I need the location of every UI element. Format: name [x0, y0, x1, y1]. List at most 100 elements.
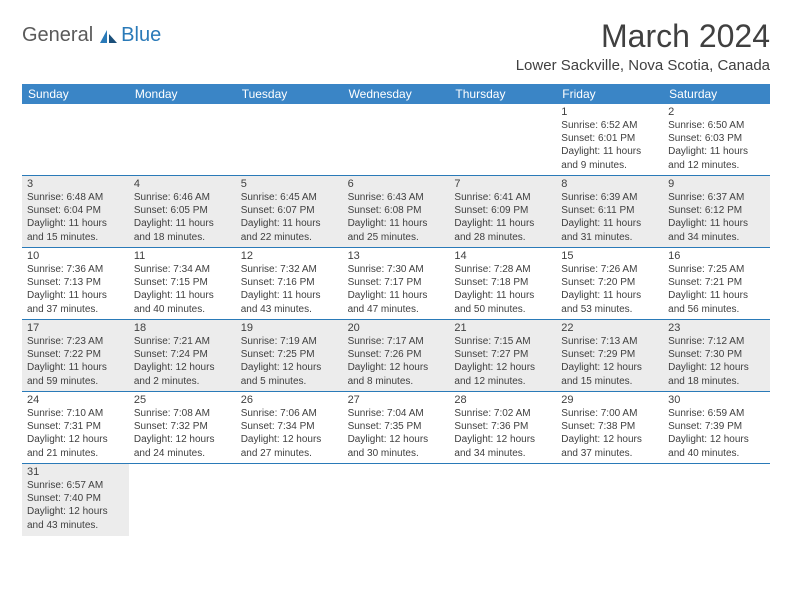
day-info-line: Sunrise: 7:19 AM — [241, 335, 338, 348]
day-info-line: Daylight: 11 hours — [27, 361, 124, 374]
day-info-line: Sunset: 7:40 PM — [27, 492, 124, 505]
logo-text-general: General — [22, 24, 93, 47]
day-info-line: and 50 minutes. — [454, 303, 551, 316]
day-number: 31 — [27, 466, 124, 478]
day-number: 23 — [668, 322, 765, 334]
day-info-line: Sunrise: 7:36 AM — [27, 263, 124, 276]
day-info-line: Sunrise: 7:12 AM — [668, 335, 765, 348]
day-cell: 14Sunrise: 7:28 AMSunset: 7:18 PMDayligh… — [449, 248, 556, 320]
header: General Blue March 2024 Lower Sackville,… — [22, 18, 770, 74]
calendar: SundayMondayTuesdayWednesdayThursdayFrid… — [22, 84, 770, 536]
day-info-line: Sunrise: 7:02 AM — [454, 407, 551, 420]
day-info-line: Sunrise: 7:15 AM — [454, 335, 551, 348]
day-info-line: Sunrise: 7:34 AM — [134, 263, 231, 276]
day-cell: 19Sunrise: 7:19 AMSunset: 7:25 PMDayligh… — [236, 320, 343, 392]
day-info-line: Daylight: 11 hours — [348, 217, 445, 230]
day-info-line: Sunrise: 6:39 AM — [561, 191, 658, 204]
day-info-line: Daylight: 12 hours — [561, 433, 658, 446]
day-info-line: and 53 minutes. — [561, 303, 658, 316]
day-cell: 29Sunrise: 7:00 AMSunset: 7:38 PMDayligh… — [556, 392, 663, 464]
day-info-line: Sunset: 6:04 PM — [27, 204, 124, 217]
day-header-cell: Wednesday — [343, 84, 450, 104]
day-info-line: Sunset: 7:17 PM — [348, 276, 445, 289]
day-header-cell: Thursday — [449, 84, 556, 104]
day-info-line: Sunrise: 7:06 AM — [241, 407, 338, 420]
day-info-line: Daylight: 11 hours — [241, 289, 338, 302]
day-info-line: and 43 minutes. — [241, 303, 338, 316]
month-title: March 2024 — [516, 18, 770, 55]
day-info-line: Sunset: 7:13 PM — [27, 276, 124, 289]
day-info-line: Sunrise: 7:23 AM — [27, 335, 124, 348]
day-info-line: Daylight: 11 hours — [348, 289, 445, 302]
day-info-line: Sunrise: 6:59 AM — [668, 407, 765, 420]
day-info-line: Daylight: 11 hours — [561, 217, 658, 230]
day-number: 26 — [241, 394, 338, 406]
day-number: 4 — [134, 178, 231, 190]
day-info-line: and 9 minutes. — [561, 159, 658, 172]
day-number: 14 — [454, 250, 551, 262]
day-info-line: Sunrise: 7:25 AM — [668, 263, 765, 276]
day-cell: 3Sunrise: 6:48 AMSunset: 6:04 PMDaylight… — [22, 176, 129, 248]
day-cell: 11Sunrise: 7:34 AMSunset: 7:15 PMDayligh… — [129, 248, 236, 320]
day-info-line: Sunset: 7:36 PM — [454, 420, 551, 433]
day-info-line: Daylight: 11 hours — [27, 289, 124, 302]
day-cell — [343, 464, 450, 536]
day-info-line: Sunrise: 6:37 AM — [668, 191, 765, 204]
day-cell: 31Sunrise: 6:57 AMSunset: 7:40 PMDayligh… — [22, 464, 129, 536]
day-info-line: Daylight: 11 hours — [668, 145, 765, 158]
day-cell: 12Sunrise: 7:32 AMSunset: 7:16 PMDayligh… — [236, 248, 343, 320]
day-info-line: Sunset: 7:32 PM — [134, 420, 231, 433]
day-info-line: Daylight: 12 hours — [241, 433, 338, 446]
day-info-line: Daylight: 11 hours — [561, 289, 658, 302]
day-number: 3 — [27, 178, 124, 190]
day-info-line: Sunset: 7:20 PM — [561, 276, 658, 289]
day-info-line: and 56 minutes. — [668, 303, 765, 316]
day-info-line: Sunrise: 7:00 AM — [561, 407, 658, 420]
day-info-line: Daylight: 12 hours — [561, 361, 658, 374]
day-info-line: Sunrise: 7:10 AM — [27, 407, 124, 420]
day-info-line: Daylight: 11 hours — [134, 217, 231, 230]
day-cell: 8Sunrise: 6:39 AMSunset: 6:11 PMDaylight… — [556, 176, 663, 248]
day-header-cell: Friday — [556, 84, 663, 104]
day-info-line: Daylight: 12 hours — [134, 433, 231, 446]
week-row: 17Sunrise: 7:23 AMSunset: 7:22 PMDayligh… — [22, 320, 770, 392]
day-info-line: Daylight: 12 hours — [134, 361, 231, 374]
day-info-line: and 40 minutes. — [668, 447, 765, 460]
day-info-line: Sunrise: 7:17 AM — [348, 335, 445, 348]
day-info-line: and 24 minutes. — [134, 447, 231, 460]
day-info-line: Sunset: 7:22 PM — [27, 348, 124, 361]
day-cell — [129, 464, 236, 536]
day-info-line: Daylight: 12 hours — [241, 361, 338, 374]
week-row: 24Sunrise: 7:10 AMSunset: 7:31 PMDayligh… — [22, 392, 770, 464]
day-info-line: Daylight: 11 hours — [561, 145, 658, 158]
day-cell: 6Sunrise: 6:43 AMSunset: 6:08 PMDaylight… — [343, 176, 450, 248]
day-cell: 7Sunrise: 6:41 AMSunset: 6:09 PMDaylight… — [449, 176, 556, 248]
day-info-line: Sunrise: 7:32 AM — [241, 263, 338, 276]
day-cell — [449, 464, 556, 536]
day-info-line: Sunrise: 7:08 AM — [134, 407, 231, 420]
day-header-cell: Tuesday — [236, 84, 343, 104]
day-number: 7 — [454, 178, 551, 190]
day-cell: 21Sunrise: 7:15 AMSunset: 7:27 PMDayligh… — [449, 320, 556, 392]
day-info-line: Sunrise: 7:28 AM — [454, 263, 551, 276]
day-info-line: Sunrise: 7:26 AM — [561, 263, 658, 276]
day-number: 22 — [561, 322, 658, 334]
day-info-line: Sunset: 7:24 PM — [134, 348, 231, 361]
day-info-line: Daylight: 11 hours — [668, 217, 765, 230]
day-header-cell: Monday — [129, 84, 236, 104]
week-row: 1Sunrise: 6:52 AMSunset: 6:01 PMDaylight… — [22, 104, 770, 176]
day-info-line: and 15 minutes. — [27, 231, 124, 244]
day-info-line: Sunrise: 6:50 AM — [668, 119, 765, 132]
day-number: 6 — [348, 178, 445, 190]
day-info-line: and 21 minutes. — [27, 447, 124, 460]
day-number: 29 — [561, 394, 658, 406]
day-cell — [22, 104, 129, 176]
day-info-line: and 27 minutes. — [241, 447, 338, 460]
day-info-line: and 25 minutes. — [348, 231, 445, 244]
day-info-line: Sunrise: 7:04 AM — [348, 407, 445, 420]
day-info-line: and 28 minutes. — [454, 231, 551, 244]
location: Lower Sackville, Nova Scotia, Canada — [516, 57, 770, 74]
day-info-line: and 43 minutes. — [27, 519, 124, 532]
day-number: 12 — [241, 250, 338, 262]
day-info-line: Sunset: 7:30 PM — [668, 348, 765, 361]
